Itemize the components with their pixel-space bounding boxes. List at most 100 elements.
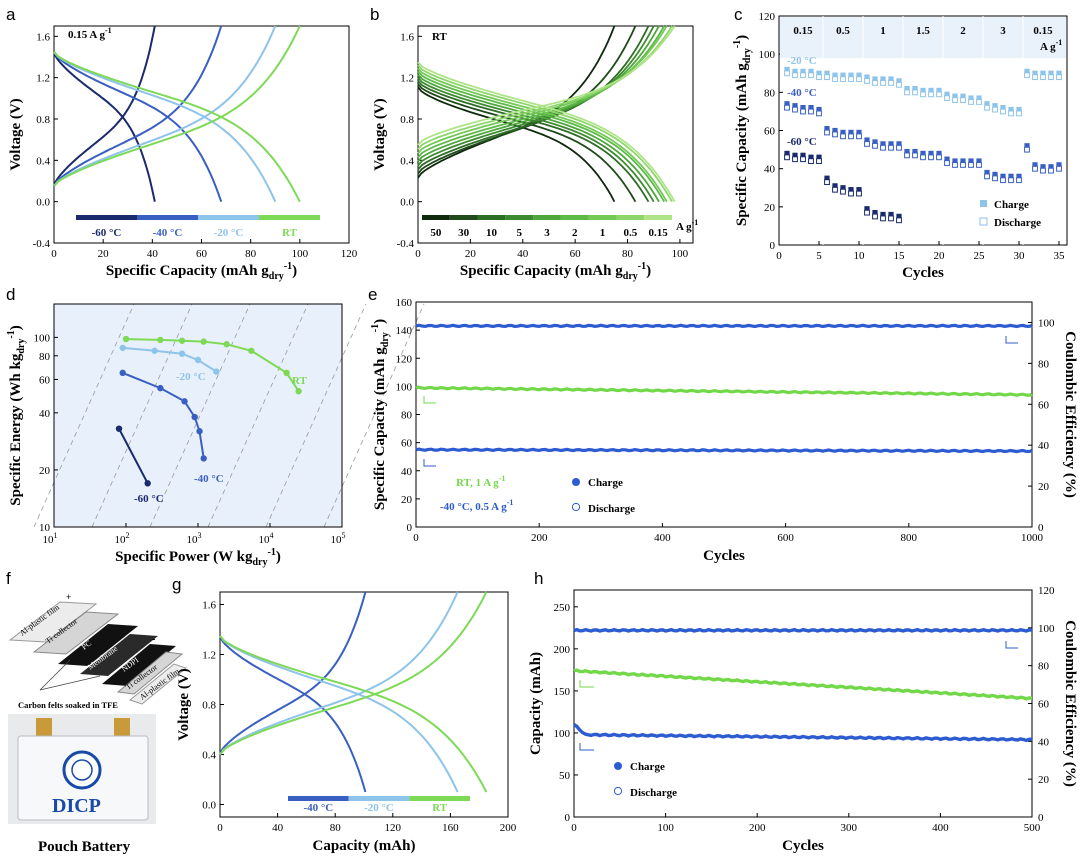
charge-point-c40 [824, 125, 830, 132]
charge-point-c40 [1000, 173, 1006, 179]
x-axis-title-part: Specific Capacity (mAh g [106, 263, 269, 279]
data-point-c40 [200, 455, 207, 462]
charge-point-c40 [880, 141, 886, 147]
legend-charge-label: Charge [630, 761, 665, 773]
x-tick-label: 30 [1014, 250, 1026, 262]
y-tick-label: 1.6 [400, 31, 414, 43]
y-axis-title: Capacity (mAh) [528, 652, 544, 755]
legend-swatch-0 [422, 215, 450, 220]
series-label-c20: -20 °C [176, 371, 206, 383]
x-axis-title: Specific Capacity (mAh gdry-1) [106, 261, 297, 282]
series-0.15-discharge [417, 61, 676, 203]
discharge-point-c60 [832, 186, 838, 193]
charge-point-c40 [968, 158, 974, 164]
charge-point-c20 [984, 101, 990, 107]
y2-tick-label: 120 [1038, 585, 1055, 597]
charge-point-c20 [944, 91, 950, 97]
charge-point-c40 [1048, 164, 1054, 170]
y2-tick-label: 0 [1038, 522, 1044, 534]
charge-point-c40 [936, 150, 942, 156]
x-tick-label: 20 [934, 250, 946, 262]
data-point-c60 [115, 425, 123, 432]
charge-point-c40 [1032, 162, 1038, 168]
panel-letter-c: c [734, 5, 743, 24]
y-axis-title-part: -1 [732, 40, 743, 48]
series-CE-trace [573, 627, 1033, 633]
data-point-rt [295, 388, 302, 395]
charge-point-c40 [944, 156, 950, 162]
y-axis-title-part: ) [8, 325, 24, 330]
discharge-point-c20 [992, 106, 998, 113]
data-point-c40 [157, 384, 164, 392]
charge-point-c40 [848, 129, 854, 136]
discharge-point-c40 [784, 104, 790, 111]
y-tick-label: 50 [559, 770, 571, 782]
y-tick-label: 0 [770, 240, 776, 252]
y-tick-label: 40 [401, 466, 413, 478]
charge-point-c40 [1024, 143, 1030, 149]
legend-label-3: RT [282, 227, 298, 239]
series-0.15-charge [417, 25, 676, 146]
charge-point-c60 [824, 175, 830, 181]
discharge-point-c40 [936, 154, 942, 161]
x-tick-label: 80 [622, 248, 634, 260]
charge-point-c40 [896, 141, 902, 147]
discharge-point-c20 [1000, 108, 1006, 115]
legend-charge-marker [572, 478, 580, 486]
charge-point-c40 [808, 105, 814, 111]
y-tick-label: 100 [759, 49, 776, 61]
x-tick-label: 400 [654, 532, 671, 544]
charge-point-c40 [984, 169, 990, 176]
rate-annotation: 0.15 A g-1 [68, 26, 112, 41]
y-tick-label: 60 [401, 438, 413, 450]
series-3-discharge [417, 73, 660, 203]
x-tick-label: 20 [98, 248, 110, 260]
y2-tick-label: 80 [1038, 358, 1050, 370]
dicp-emblem [62, 750, 102, 790]
pouch-battery-caption: Pouch Battery [38, 839, 131, 855]
legend-label-7: 0.5 [623, 227, 637, 239]
discharge-point-c20 [1008, 110, 1014, 117]
series-c40-discharge [53, 51, 223, 203]
x-tick-exponent: 4 [270, 531, 274, 540]
panel-letter-d: d [6, 285, 15, 304]
y-tick-label: 120 [396, 353, 413, 365]
discharge-point-c60 [872, 213, 878, 220]
charge-point-c40 [976, 158, 982, 164]
charge-point-c60 [832, 183, 838, 189]
data-point-c60 [144, 480, 151, 487]
discharge-point-c20 [1048, 74, 1054, 81]
panel-e: 0 200 400 600 800 100002040608010012014016002… [370, 297, 1078, 564]
discharge-point-c20 [824, 74, 830, 81]
panel-h: 0 100 200 300 400 500050100150200250020406080… [528, 585, 1078, 854]
y2-axis-title: Coulombic Efficiency (%) [1062, 331, 1078, 498]
discharge-point-c40 [824, 129, 830, 136]
plot-frame [573, 589, 1033, 818]
y-tick-label: 0.8 [36, 114, 50, 126]
y-axis-title: Voltage (V) [372, 98, 388, 170]
y2-tick-label: 60 [1038, 399, 1050, 411]
charge-point-c20 [848, 72, 854, 78]
charge-point-c60 [840, 185, 846, 191]
discharge-point-c40 [968, 162, 974, 168]
series-c20-charge [219, 591, 459, 756]
discharge-point-c20 [1024, 72, 1030, 79]
discharge-point-c40 [872, 142, 878, 149]
discharge-point-c60 [792, 156, 798, 163]
series-10-charge [417, 25, 650, 171]
y-tick-label: 80 [39, 351, 51, 363]
data-point-rt [248, 347, 255, 354]
charge-point-c20 [864, 74, 870, 80]
discharge-point-c20 [928, 91, 934, 98]
x-tick-label: 15 [894, 250, 906, 262]
y-axis-title-part: dry [380, 332, 391, 347]
rt-axis-arrow [423, 396, 436, 404]
legend-label-6: 1 [600, 227, 606, 239]
y-tick-label: 80 [401, 410, 413, 422]
panel-letter-b: b [370, 5, 379, 24]
x-axis-title-part: ) [646, 263, 651, 279]
x-tick-label: 0 [776, 250, 782, 262]
y2-tick-label: 40 [1038, 440, 1050, 452]
rate-label-0: 0.15 [793, 25, 813, 37]
x-tick-label: 0 [217, 822, 223, 834]
